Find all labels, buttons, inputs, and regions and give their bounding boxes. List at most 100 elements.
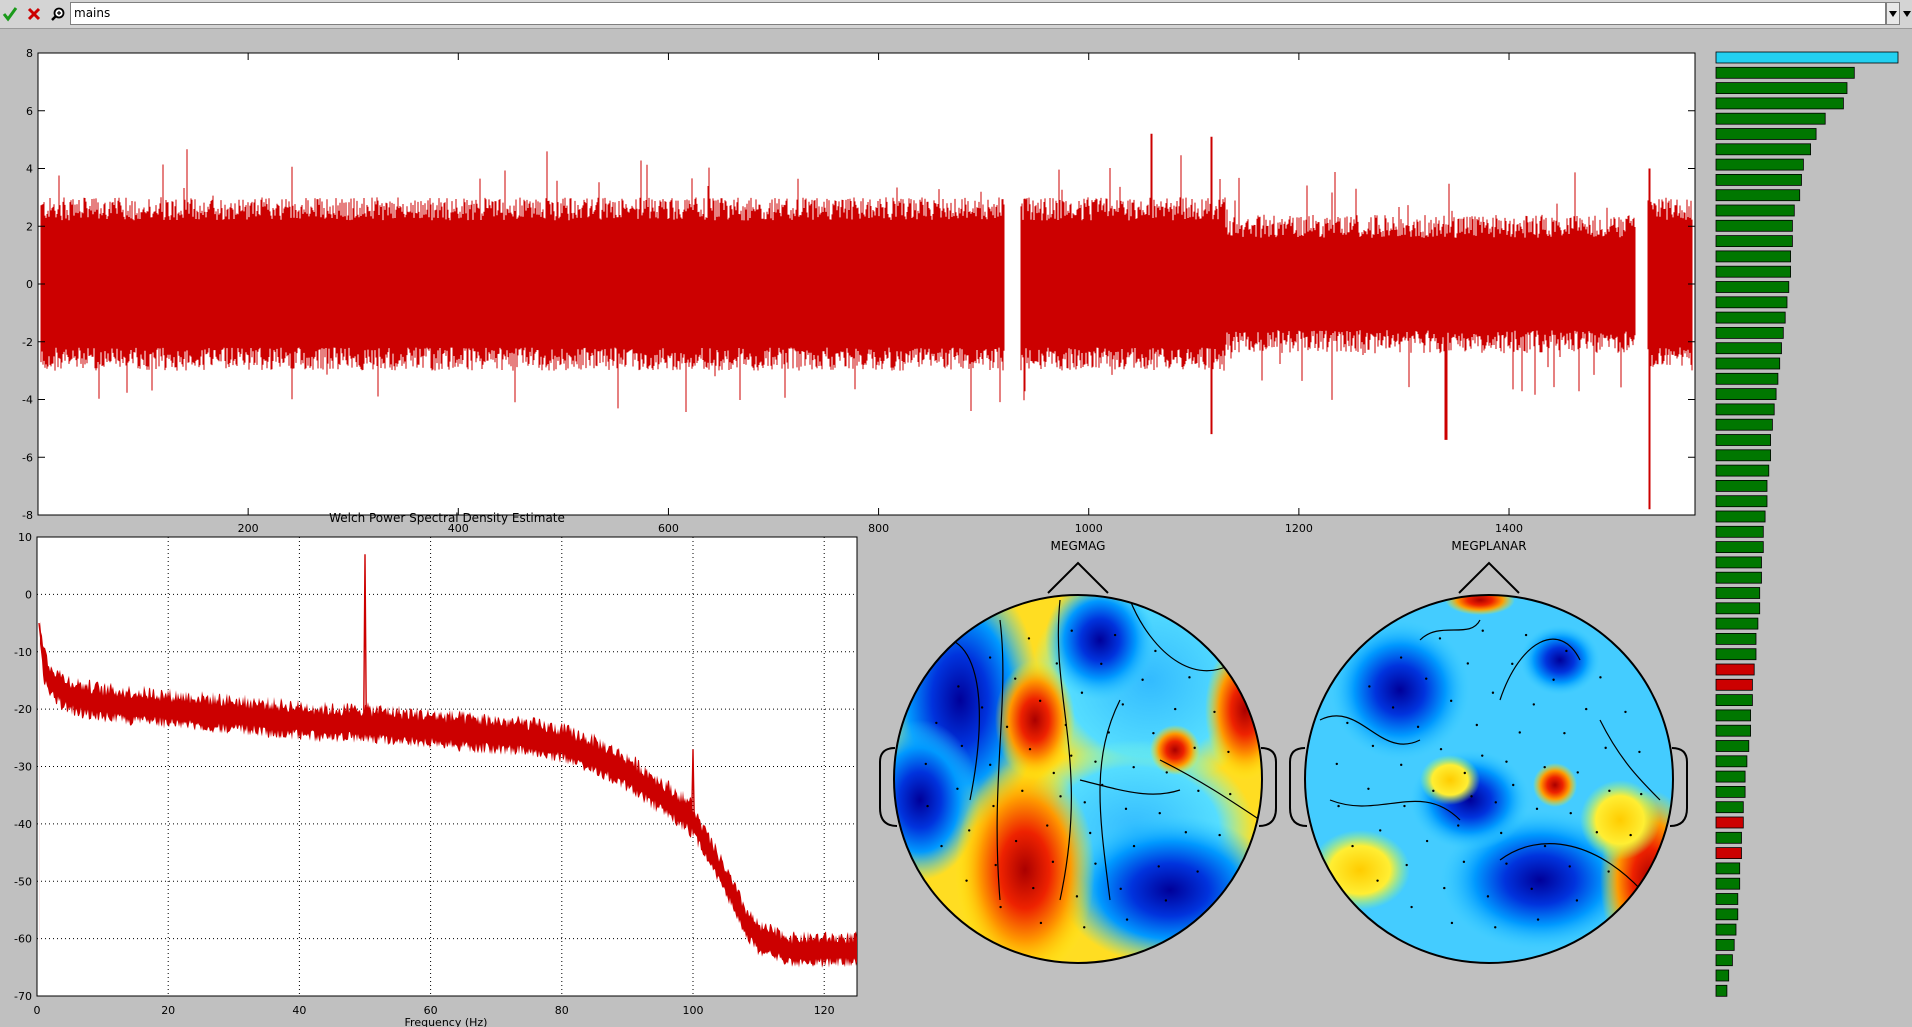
component-bar[interactable] — [1715, 495, 1768, 508]
overflow-arrow[interactable] — [1902, 2, 1912, 25]
component-bar[interactable] — [1715, 770, 1746, 783]
component-bar[interactable] — [1715, 587, 1761, 599]
component-bar[interactable] — [1715, 418, 1773, 431]
y-tick-label: 6 — [26, 105, 33, 118]
component-bar[interactable] — [1715, 357, 1781, 370]
search-input[interactable]: mains — [70, 2, 1886, 25]
component-bar[interactable] — [1715, 617, 1759, 630]
component-bar[interactable] — [1715, 189, 1801, 202]
component-bar[interactable] — [1715, 525, 1764, 538]
component-bar[interactable] — [1715, 326, 1784, 339]
topomap-megmag[interactable]: MEGMAG — [860, 539, 1285, 980]
sensor-dot — [1584, 707, 1588, 711]
component-bar[interactable] — [1715, 663, 1755, 676]
sensor-dot — [1371, 744, 1375, 748]
component-bar[interactable] — [1715, 112, 1826, 125]
component-bar[interactable] — [1715, 296, 1788, 309]
sensor-dot — [1403, 804, 1406, 808]
component-bar[interactable] — [1715, 877, 1741, 890]
component-bar[interactable] — [1715, 847, 1742, 859]
component-bar[interactable] — [1715, 51, 1899, 64]
component-bar[interactable] — [1715, 235, 1793, 248]
component-bar[interactable] — [1715, 82, 1848, 94]
component-bar[interactable] — [1715, 204, 1795, 217]
component-bar[interactable] — [1715, 158, 1804, 171]
component-bar[interactable] — [1715, 173, 1802, 186]
component-bar[interactable] — [1715, 786, 1746, 798]
sensor-dot — [1443, 886, 1446, 890]
sensor-dot — [1158, 811, 1161, 815]
component-bar[interactable] — [1715, 219, 1793, 232]
component-bar[interactable] — [1715, 479, 1768, 492]
component-bar[interactable] — [1715, 831, 1742, 844]
component-bar[interactable] — [1715, 449, 1771, 462]
component-bar[interactable] — [1715, 342, 1782, 355]
component-bar[interactable] — [1715, 66, 1855, 79]
search-dropdown-button[interactable] — [1886, 2, 1900, 25]
sensor-dot — [1141, 678, 1144, 681]
sensor-dot — [1083, 801, 1086, 804]
component-bar[interactable] — [1715, 434, 1771, 446]
sensor-dot — [1164, 899, 1168, 902]
sensor-dot — [1119, 887, 1122, 891]
component-bar[interactable] — [1715, 709, 1751, 722]
component-bar[interactable] — [1715, 724, 1751, 737]
component-bar[interactable] — [1715, 602, 1761, 615]
component-bar[interactable] — [1715, 571, 1762, 584]
component-bar[interactable] — [1715, 281, 1790, 293]
component-bar[interactable] — [1715, 510, 1766, 523]
zoom-button[interactable] — [48, 3, 68, 25]
sensor-dot — [1391, 706, 1395, 709]
component-bar[interactable] — [1715, 403, 1775, 416]
component-bar[interactable] — [1715, 265, 1791, 278]
psd-xlabel: Frequency (Hz) — [405, 1016, 488, 1027]
component-bar[interactable] — [1715, 939, 1735, 951]
zoom-icon — [51, 7, 65, 21]
component-bar[interactable] — [1715, 556, 1762, 569]
component-bar[interactable] — [1715, 250, 1791, 263]
component-bar[interactable] — [1715, 648, 1757, 661]
component-bar[interactable] — [1715, 801, 1744, 814]
sensor-dot — [1450, 921, 1454, 925]
sensor-dot — [1227, 750, 1230, 754]
component-bar[interactable] — [1715, 128, 1817, 140]
sensor-dot — [1021, 789, 1024, 793]
sensor-dot — [1494, 926, 1497, 929]
component-bar[interactable] — [1715, 633, 1757, 645]
component-bar[interactable] — [1715, 862, 1741, 875]
component-bar[interactable] — [1715, 755, 1748, 768]
component-bar[interactable] — [1715, 694, 1753, 706]
sensor-dot — [1188, 676, 1191, 679]
topomap-megplanar[interactable]: MEGPLANAR — [1289, 539, 1700, 970]
accept-button[interactable] — [0, 3, 20, 25]
component-bar[interactable] — [1715, 372, 1779, 385]
component-bar[interactable] — [1715, 388, 1777, 401]
component-bar[interactable] — [1715, 740, 1750, 752]
component-bar[interactable] — [1715, 311, 1786, 324]
sensor-dot — [1173, 707, 1177, 711]
sensor-dot — [989, 763, 992, 767]
component-bar[interactable] — [1715, 954, 1733, 967]
sensor-dot — [1070, 629, 1073, 632]
component-bar[interactable] — [1715, 541, 1764, 553]
component-bar[interactable] — [1715, 464, 1770, 477]
sensor-dot — [1595, 831, 1599, 834]
component-bar[interactable] — [1715, 816, 1744, 829]
component-bar[interactable] — [1715, 678, 1753, 691]
sensor-dot — [1101, 783, 1104, 787]
sensor-dot — [1055, 662, 1059, 665]
sensor-dot — [1125, 918, 1129, 921]
sensor-dot — [957, 685, 960, 688]
component-bar[interactable] — [1715, 908, 1739, 921]
sensor-dot — [1438, 637, 1442, 640]
component-bar[interactable] — [1715, 97, 1844, 110]
component-bar[interactable] — [1715, 143, 1811, 156]
cancel-button[interactable] — [24, 3, 44, 25]
x-tick-label: 400 — [448, 522, 469, 535]
sensor-dot — [1466, 662, 1470, 665]
component-bar[interactable] — [1715, 923, 1737, 936]
component-bar[interactable] — [1715, 893, 1739, 905]
component-bar[interactable] — [1715, 984, 1728, 997]
component-bar[interactable] — [1715, 969, 1730, 982]
sensor-dot — [1154, 649, 1157, 653]
